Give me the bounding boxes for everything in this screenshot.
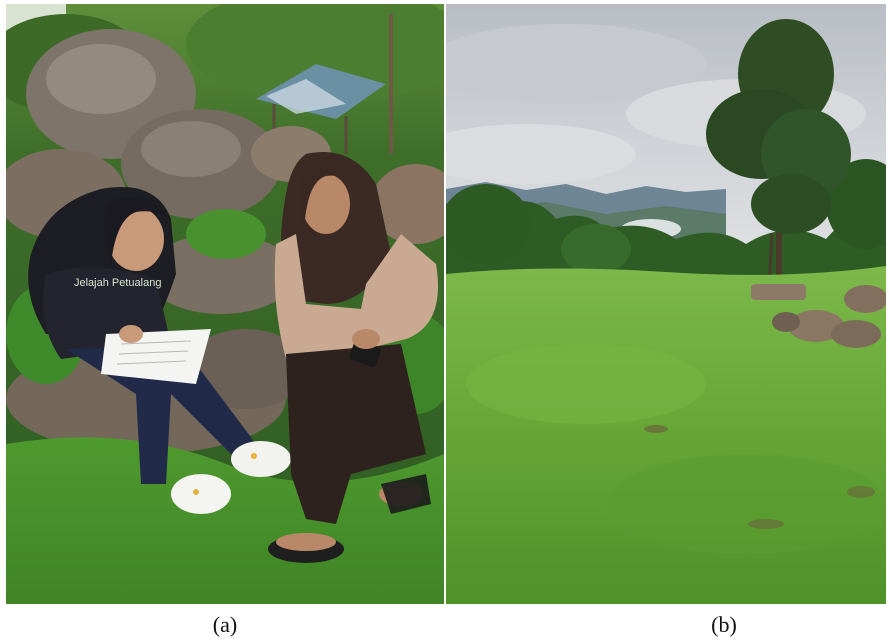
photo-panel-b [446, 4, 886, 604]
photo-a-illustration: Jelajah Petualang [6, 4, 444, 604]
photo-b-illustration [446, 4, 886, 604]
shirt-text: Jelajah Petualang [74, 277, 161, 289]
caption-b: (b) [711, 612, 737, 637]
caption-a: (a) [212, 612, 238, 637]
photo-panel-a: Jelajah Petualang [6, 4, 444, 604]
